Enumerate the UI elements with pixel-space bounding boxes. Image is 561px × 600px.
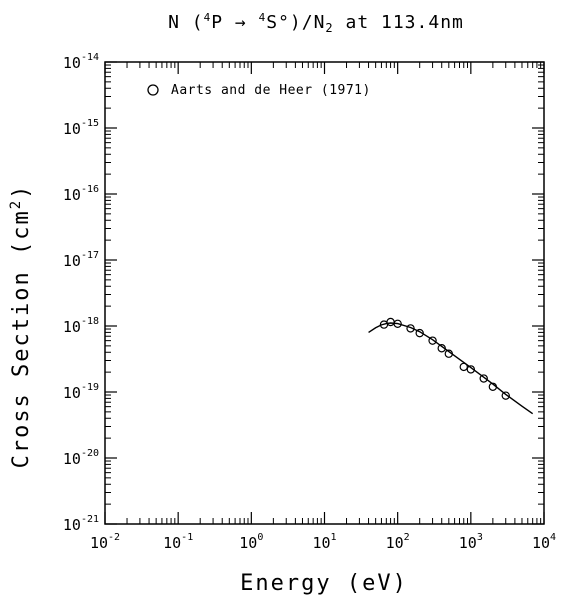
legend-marker xyxy=(147,84,159,96)
y-tick-label: 10-17 xyxy=(63,250,99,270)
x-tick-label: 101 xyxy=(312,532,336,552)
y-tick-label: 10-21 xyxy=(63,514,99,534)
y-axis-label: Cross Section (cm2) xyxy=(8,184,34,469)
tick-labels: 10-2 10-1 100 101 102 103 104 10-21 10-20 10-19 10… xyxy=(63,52,556,552)
data-point xyxy=(406,324,415,333)
x-tick-label: 10-2 xyxy=(90,532,120,552)
legend: Aarts and de Heer (1971) xyxy=(147,83,371,98)
x-tick-label: 100 xyxy=(239,532,263,552)
x-tick-label: 104 xyxy=(532,532,556,552)
data-point xyxy=(444,349,454,358)
y-tick-label: 10-16 xyxy=(63,184,99,204)
data-point xyxy=(393,319,402,328)
plot-frame xyxy=(104,61,545,525)
data-point xyxy=(459,362,468,372)
y-tick-label: 10-20 xyxy=(63,448,99,468)
y-tick-label: 10-18 xyxy=(63,316,99,336)
legend-label: Aarts and de Heer (1971) xyxy=(171,83,371,98)
minor-ticks xyxy=(105,62,544,524)
y-tick-label: 10-15 xyxy=(63,118,99,138)
data-point xyxy=(386,317,395,327)
data-point xyxy=(437,344,446,353)
data-point xyxy=(501,391,510,400)
fit-line xyxy=(368,322,534,415)
data-point xyxy=(488,382,498,391)
data-point xyxy=(415,328,424,338)
data-point xyxy=(428,336,437,345)
y-tick-label: 10-19 xyxy=(63,382,99,402)
data-point xyxy=(466,365,476,374)
x-tick-label: 102 xyxy=(386,532,410,552)
x-tick-label: 10-1 xyxy=(163,532,193,552)
x-axis-label: Energy (eV) xyxy=(240,571,408,596)
major-ticks xyxy=(104,61,545,525)
data-points xyxy=(379,317,510,400)
data-point xyxy=(479,374,488,383)
x-tick-label: 103 xyxy=(459,532,483,552)
chart-title: N (4P → 4S°)/N2 at 113.4nm xyxy=(168,11,464,35)
y-tick-label: 10-14 xyxy=(63,52,99,72)
